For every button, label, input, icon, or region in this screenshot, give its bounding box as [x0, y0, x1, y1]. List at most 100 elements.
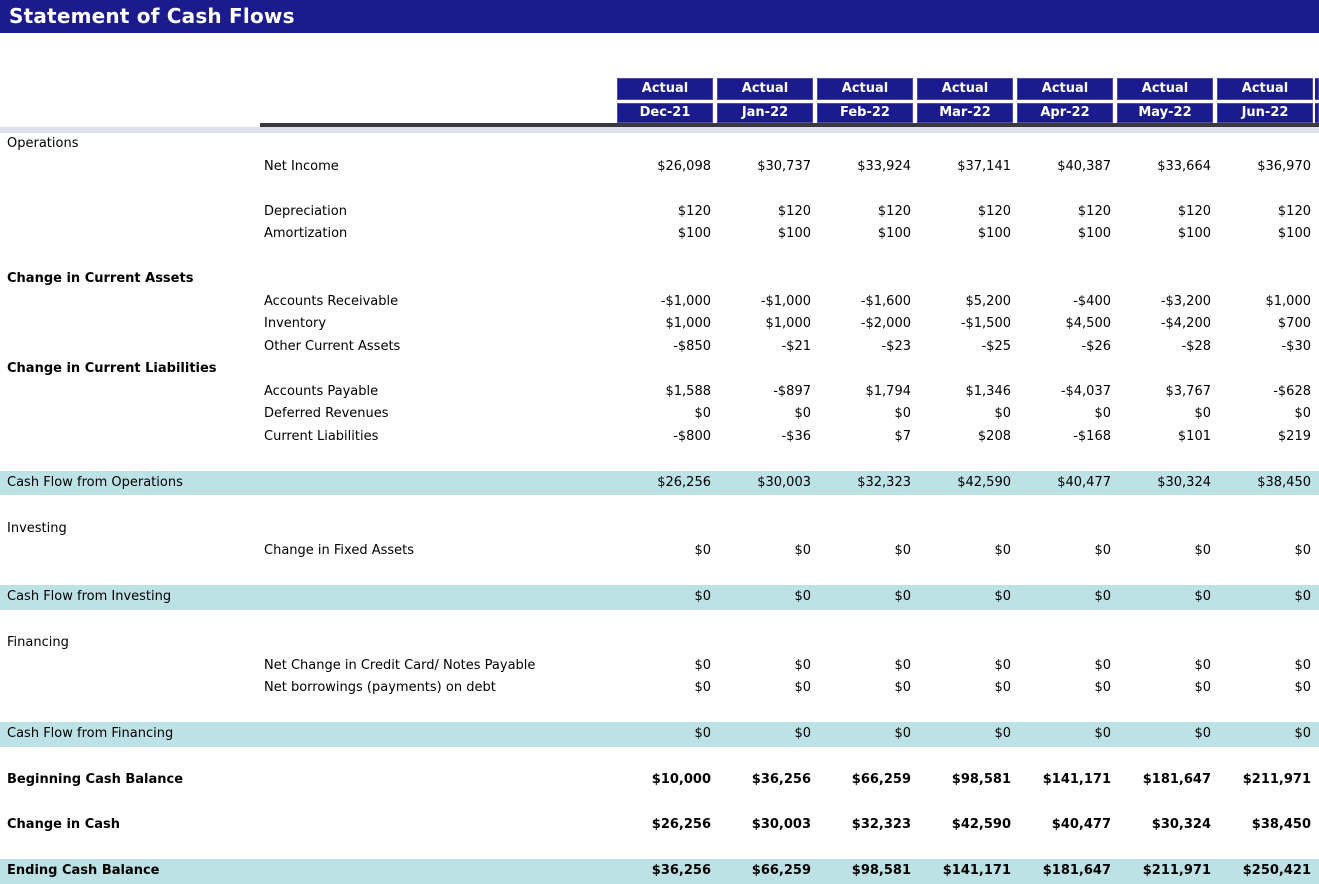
value-cell: -$36 [781, 428, 811, 444]
value-cell: $40,477 [1051, 817, 1111, 832]
column-date-label[interactable]: Apr-22 [1017, 103, 1113, 123]
value-cell: $120 [1077, 203, 1111, 219]
column-header[interactable]: Actual Jun-22 [1217, 78, 1313, 123]
column-header[interactable]: Actual Jan-22 [717, 78, 813, 123]
column-header[interactable]: Actual Feb-22 [817, 78, 913, 123]
table-row: Beginning Cash Balance $10,000 $36,256 $66,… [0, 769, 1319, 792]
section-label: Change in Cash [7, 817, 121, 832]
value-cell: $30,003 [751, 817, 811, 832]
value-cell: $211,971 [1242, 772, 1311, 787]
value-cell: $0 [794, 726, 811, 741]
value-cell: $0 [794, 680, 811, 695]
next-column-partial-box[interactable] [1315, 103, 1319, 123]
column-header[interactable]: Actual Dec-21 [617, 78, 713, 123]
column-date-label[interactable]: Dec-21 [617, 103, 713, 123]
value-cell: $0 [1194, 726, 1211, 741]
value-cell: $0 [1294, 543, 1311, 558]
column-period-label[interactable]: Actual [1217, 78, 1313, 100]
section-label: Financing [7, 635, 69, 650]
column-header-zone: Actual Dec-21 Actual Jan-22 Actual Feb-22 Actu… [0, 33, 1319, 123]
section-label: Beginning Cash Balance [7, 772, 184, 787]
value-cell: $0 [794, 657, 811, 673]
spacer-row [0, 610, 1319, 633]
value-cell: $120 [677, 203, 711, 219]
value-cell: $36,256 [751, 772, 811, 787]
row-label: Net borrowings (payments) on debt [264, 680, 496, 695]
value-cell: -$897 [773, 383, 811, 399]
column-date-label[interactable]: Feb-22 [817, 103, 913, 123]
spacer-row [0, 747, 1319, 770]
value-cell: $0 [694, 543, 711, 558]
value-cell: -$30 [1281, 338, 1311, 354]
table-row: Financing [0, 632, 1319, 655]
value-cell: $0 [1194, 543, 1211, 558]
column-header[interactable]: Actual Mar-22 [917, 78, 1013, 123]
column-date-label[interactable]: Jun-22 [1217, 103, 1313, 123]
value-cell: $98,581 [951, 772, 1011, 787]
section-label: Cash Flow from Operations [7, 474, 183, 490]
value-cell: $36,970 [1257, 158, 1311, 174]
value-cell: $0 [994, 406, 1011, 421]
table-row: Accounts Receivable -$1,000 -$1,000 -$1,600… [0, 291, 1319, 314]
value-cell: $42,590 [957, 474, 1011, 490]
value-cell: $0 [794, 589, 811, 604]
section-label: Investing [7, 520, 67, 536]
value-cell: $0 [894, 680, 911, 695]
column-date-label[interactable]: Jan-22 [717, 103, 813, 123]
section-label: Change in Current Liabilities [7, 361, 217, 376]
row-label: Accounts Receivable [264, 293, 399, 309]
row-label: Change in Fixed Assets [264, 543, 415, 558]
value-cell: $120 [777, 203, 811, 219]
value-cell: $0 [994, 657, 1011, 673]
header-separator [0, 123, 1319, 127]
table-row: Change in Cash $26,256 $30,003 $32,323 $42,5… [0, 814, 1319, 837]
value-cell: -$4,200 [1160, 316, 1211, 331]
next-column-partial-box[interactable] [1315, 78, 1319, 100]
value-cell: -$1,000 [760, 293, 811, 309]
value-cell: $0 [1094, 726, 1111, 741]
value-cell: -$850 [673, 338, 711, 354]
header-band [0, 127, 1319, 133]
value-cell: $0 [1094, 589, 1111, 604]
column-period-label[interactable]: Actual [617, 78, 713, 100]
column-period-label[interactable]: Actual [817, 78, 913, 100]
value-cell: $32,323 [851, 817, 911, 832]
value-cell: $4,500 [1065, 316, 1112, 331]
value-cell: $40,477 [1057, 474, 1111, 490]
column-period-label[interactable]: Actual [717, 78, 813, 100]
value-cell: $40,387 [1057, 158, 1111, 174]
value-cell: $0 [1094, 680, 1111, 695]
column-period-label[interactable]: Actual [1117, 78, 1213, 100]
value-cell: $100 [677, 226, 711, 241]
value-cell: -$21 [781, 338, 811, 354]
value-cell: $100 [1077, 226, 1111, 241]
table-row: Deferred Revenues $0 $0 $0 $0 $0 $0 $0 [0, 403, 1319, 426]
value-cell: $0 [994, 680, 1011, 695]
value-cell: $0 [1194, 589, 1211, 604]
value-cell: $0 [694, 657, 711, 673]
value-cell: $32,323 [857, 474, 911, 490]
column-period-label[interactable]: Actual [917, 78, 1013, 100]
next-column-partial[interactable] [1315, 78, 1319, 123]
table-row: Cash Flow from Financing $0 $0 $0 $0 $0 $0 $0 [0, 722, 1319, 747]
value-cell: $0 [994, 543, 1011, 558]
table-row: Accounts Payable $1,588 -$897 $1,794 $1,346 -… [0, 381, 1319, 404]
column-date-label[interactable]: May-22 [1117, 103, 1213, 123]
column-period-label[interactable]: Actual [1017, 78, 1113, 100]
value-cell: $0 [894, 543, 911, 558]
column-header[interactable]: Actual Apr-22 [1017, 78, 1113, 123]
value-cell: $141,171 [942, 863, 1011, 878]
column-header[interactable]: Actual May-22 [1117, 78, 1213, 123]
spacer-row [0, 700, 1319, 723]
column-date-label[interactable]: Mar-22 [917, 103, 1013, 123]
value-cell: $211,971 [1142, 863, 1211, 878]
value-cell: $33,924 [857, 158, 911, 174]
table-row: Cash Flow from Operations $26,256 $30,003 $… [0, 470, 1319, 495]
value-cell: $0 [1194, 680, 1211, 695]
page-title: Statement of Cash Flows [0, 0, 1319, 33]
value-cell: -$1,500 [960, 316, 1011, 331]
value-cell: $42,590 [951, 817, 1011, 832]
table-row: Current Liabilities -$800 -$36 $7 $208 -$168 $… [0, 426, 1319, 449]
value-cell: $0 [994, 589, 1011, 604]
table-row: Net Income $26,098 $30,737 $33,924 $37,141 $4… [0, 156, 1319, 179]
